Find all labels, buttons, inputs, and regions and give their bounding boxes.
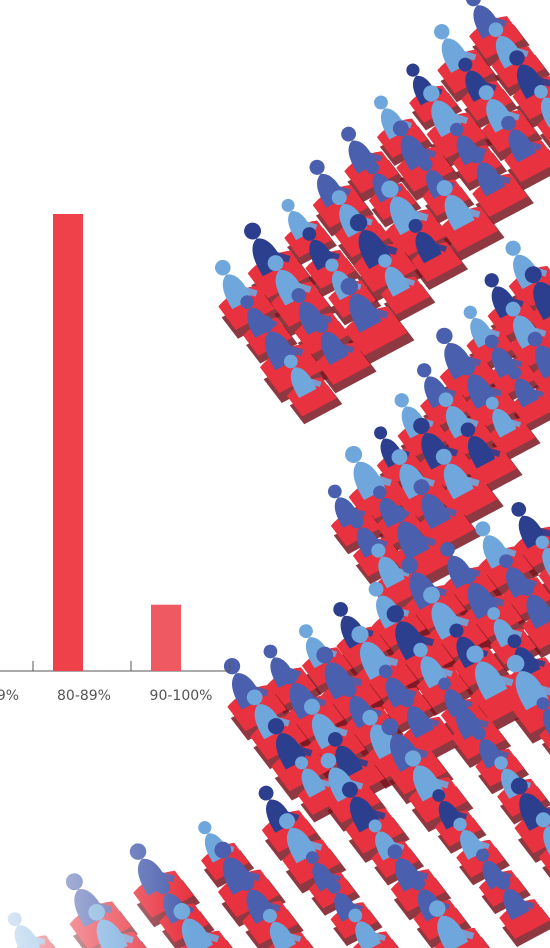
x-tick-label: 80-89% bbox=[57, 688, 111, 704]
bar-90-100% bbox=[151, 604, 181, 671]
x-tick-label: 9% bbox=[0, 688, 19, 704]
bar-80-89% bbox=[53, 214, 83, 671]
x-tick-label: 90-100% bbox=[150, 688, 213, 704]
